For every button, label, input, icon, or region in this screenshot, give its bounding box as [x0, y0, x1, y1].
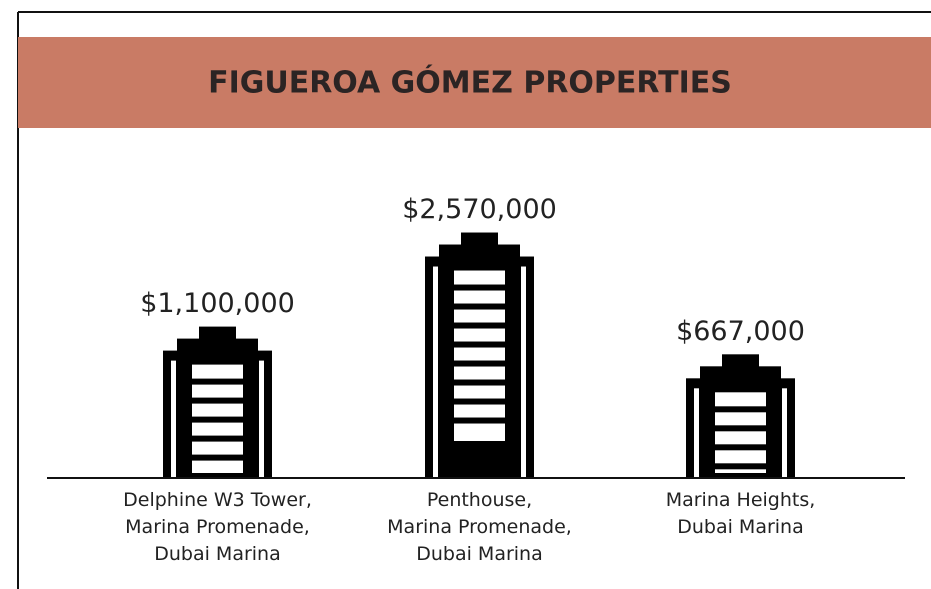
category-label: Delphine W3 Tower, Marina Promenade, Dubai…	[123, 489, 312, 565]
rung	[454, 398, 505, 405]
slit	[433, 266, 438, 477]
rung	[454, 341, 505, 348]
value-label: $2,570,000	[402, 194, 557, 225]
value-label: $667,000	[676, 316, 805, 347]
window	[454, 270, 505, 441]
category-label: Penthouse, Marina Promenade, Dubai Marina	[387, 489, 572, 565]
slit	[521, 266, 526, 477]
rung	[715, 425, 766, 432]
slit	[171, 360, 176, 477]
rung	[454, 322, 505, 329]
window	[715, 392, 766, 473]
building-bar	[425, 232, 534, 477]
chart-title: FIGUEROA GÓMEZ PROPERTIES	[208, 64, 732, 101]
slit	[259, 360, 264, 477]
building-bar	[163, 326, 272, 477]
slit	[694, 388, 699, 477]
rung	[192, 378, 243, 385]
rung	[454, 303, 505, 310]
rung	[454, 360, 505, 367]
header-band	[18, 37, 931, 128]
rung	[192, 454, 243, 461]
building-bar	[686, 354, 795, 477]
category-label: Marina Heights, Dubai Marina	[666, 489, 816, 538]
rung	[454, 379, 505, 386]
rung	[192, 435, 243, 442]
rung	[715, 406, 766, 413]
rung	[454, 284, 505, 291]
rung	[715, 444, 766, 451]
value-label: $1,100,000	[140, 288, 295, 319]
rung	[192, 416, 243, 423]
rung	[454, 417, 505, 424]
slit	[782, 388, 787, 477]
rung	[715, 463, 766, 470]
rung	[192, 397, 243, 404]
